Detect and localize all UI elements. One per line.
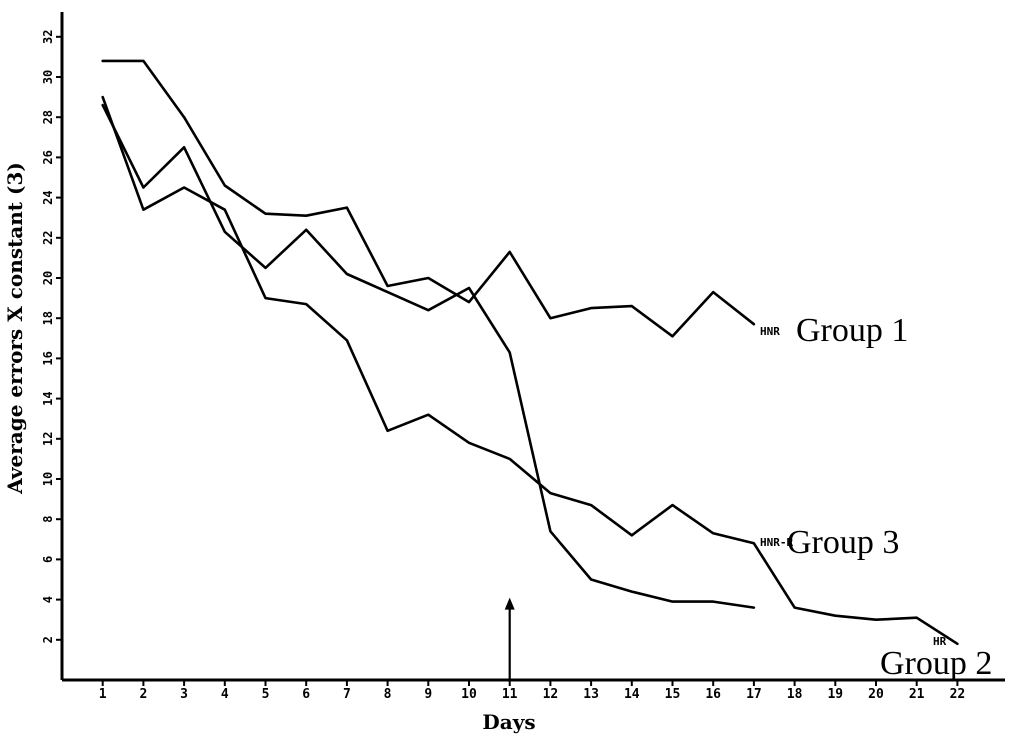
x-axis-title: Days [482, 710, 535, 734]
x-tick-label: 21 [909, 687, 925, 702]
x-tick-label: 6 [302, 687, 310, 702]
series-code-label: HNR-R [760, 536, 793, 549]
series-name-label: Group 3 [787, 524, 899, 561]
marker-arrow-head [504, 597, 515, 610]
y-tick-label: 18 [41, 311, 55, 325]
series-line-1 [101, 59, 756, 338]
x-tick-label: 11 [502, 687, 518, 702]
y-tick-label: 4 [41, 596, 55, 603]
x-tick-label: 15 [665, 687, 681, 702]
y-tick-label: 10 [41, 472, 55, 486]
y-tick-label: 20 [41, 271, 55, 285]
x-tick-label: 17 [746, 687, 762, 702]
y-tick-label: 12 [41, 432, 55, 446]
y-tick-label: 26 [41, 150, 55, 164]
y-tick-label: 6 [41, 556, 55, 563]
x-tick-label: 2 [139, 687, 147, 702]
x-tick-label: 7 [343, 687, 351, 702]
y-tick-label: 2 [41, 636, 55, 643]
x-tick-label: 3 [180, 687, 188, 702]
series-line-3 [101, 95, 959, 646]
x-tick-label: 4 [221, 687, 229, 702]
day-marker [504, 597, 515, 680]
x-tick-label: 20 [868, 687, 884, 702]
y-tick-label: 22 [41, 231, 55, 245]
y-tick-label: 30 [41, 70, 55, 84]
x-tick-label: 10 [461, 687, 477, 702]
x-ticks: 1 2 3 4 5 6 7 8 9 10 11 12 13 14 15 16 17 18 19 20 21 22 [99, 680, 965, 702]
x-tick-label: 5 [262, 687, 270, 702]
series-code-label: HNR [760, 325, 780, 338]
x-tick-label: 9 [424, 687, 432, 702]
y-tick-label: 32 [41, 30, 55, 44]
y-tick-label: 16 [41, 351, 55, 365]
x-tick-label: 13 [583, 687, 599, 702]
series-line-2 [101, 103, 756, 609]
x-tick-label: 16 [705, 687, 721, 702]
x-tick-label: 12 [543, 687, 559, 702]
y-axis-title: Average errors X constant (3) [3, 162, 27, 495]
x-tick-label: 18 [787, 687, 803, 702]
x-tick-label: 14 [624, 687, 640, 702]
x-tick-label: 19 [827, 687, 843, 702]
x-tick-label: 8 [384, 687, 392, 702]
axes [60, 12, 1005, 682]
y-tick-label: 24 [41, 190, 55, 204]
x-tick-label: 22 [950, 687, 966, 702]
series-code-label: HR [933, 635, 947, 648]
x-tick-label: 1 [99, 687, 107, 702]
y-tick-label: 14 [41, 391, 55, 405]
y-tick-label: 28 [41, 110, 55, 124]
series-name-label: Group 2 [880, 645, 992, 682]
series-lines [101, 59, 959, 646]
y-tick-label: 8 [41, 516, 55, 523]
series-name-label: Group 1 [796, 312, 908, 349]
